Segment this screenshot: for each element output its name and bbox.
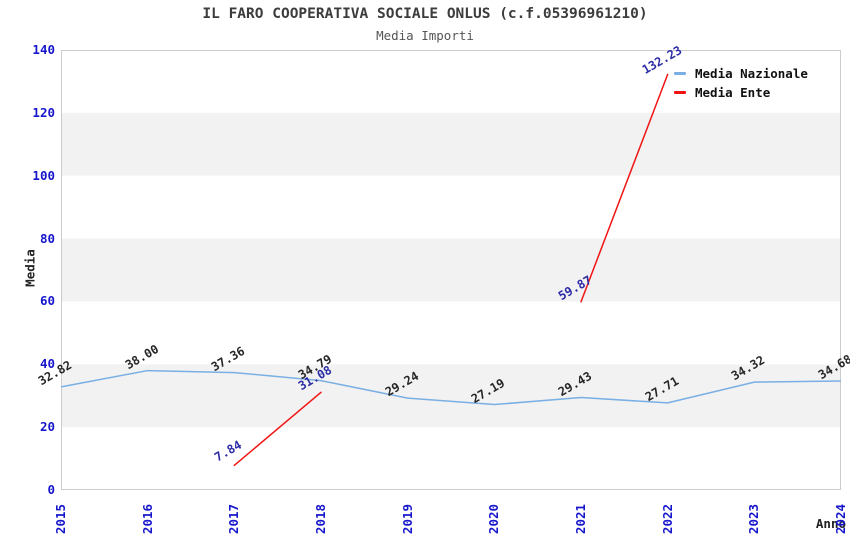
y-tick-label: 80 xyxy=(39,230,55,246)
x-tick-label: 2024 xyxy=(833,503,848,535)
series-line-media-ente xyxy=(233,391,322,467)
y-tick-label: 0 xyxy=(47,482,55,497)
plot-border xyxy=(61,50,841,490)
legend-item-media-ente: Media Ente xyxy=(674,83,808,102)
x-tick-label: 2021 xyxy=(573,503,588,535)
x-tick-label: 2022 xyxy=(659,503,675,535)
y-tick-label: 60 xyxy=(39,293,55,309)
y-tick-label: 40 xyxy=(39,356,55,372)
y-tick-label: 120 xyxy=(32,104,55,120)
legend-line-icon-nazionale xyxy=(674,72,686,75)
grid-band xyxy=(61,364,841,428)
legend-label-media-ente: Media Ente xyxy=(695,85,771,100)
plot-area xyxy=(61,50,841,490)
chart-title: IL FARO COOPERATIVA SOCIALE ONLUS (c.f.0… xyxy=(202,6,648,22)
chart-subtitle: Media Importi xyxy=(376,28,474,43)
y-axis-title: Media xyxy=(22,249,38,287)
legend: Media Nazionale Media Ente xyxy=(674,64,808,102)
x-tick-label: 2019 xyxy=(399,503,415,535)
x-tick-label: 2015 xyxy=(53,503,68,535)
legend-label-media-nazionale: Media Nazionale xyxy=(695,66,808,81)
legend-item-media-nazionale: Media Nazionale xyxy=(674,64,808,83)
x-axis-title: Anno xyxy=(815,516,846,531)
grid-band xyxy=(61,112,841,176)
x-tick-label: 2017 xyxy=(226,503,242,535)
y-tick-label: 100 xyxy=(32,167,55,183)
x-tick-label: 2016 xyxy=(139,503,155,535)
series-line-media-ente xyxy=(580,73,669,303)
series-line-media-nazionale xyxy=(61,369,841,406)
y-tick-label: 140 xyxy=(32,42,55,57)
legend-line-icon-ente xyxy=(674,91,686,94)
grid-band xyxy=(61,238,841,302)
x-tick-label: 2020 xyxy=(486,503,502,535)
x-tick-label: 2018 xyxy=(313,503,328,535)
y-tick-label: 20 xyxy=(39,419,55,435)
x-tick-label: 2023 xyxy=(746,503,762,535)
